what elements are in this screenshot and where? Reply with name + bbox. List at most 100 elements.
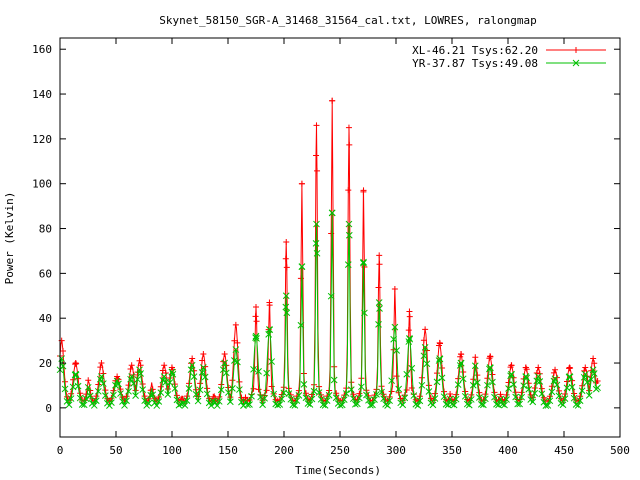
data-point [67,395,75,402]
data-point [388,388,395,395]
data-point [487,353,494,360]
data-point [518,393,526,401]
x-axis: 0 50 100 150 200 250 300 350 400 450 500 [57,38,630,457]
data-point [134,376,141,383]
data-point [188,361,196,369]
data-point [266,326,274,334]
x-tick-label: 100 [162,444,182,457]
data-point [459,375,467,383]
data-point [540,398,548,406]
data-point [570,394,578,402]
data-point [376,252,383,259]
data-point [102,392,109,399]
y-axis: 0 20 40 60 80 100 120 140 160 [32,43,620,415]
data-point [164,386,171,393]
data-point [467,396,475,403]
data-point [583,378,591,386]
data-point [329,97,336,104]
data-point [234,339,241,346]
data-point [136,366,143,374]
data-point [395,385,403,393]
data-point [582,364,589,371]
data-point [155,398,163,405]
data-point [433,370,440,377]
data-point [371,396,378,404]
data-point [561,395,569,402]
data-point [274,401,282,409]
data-point [548,388,556,396]
data-point [489,378,496,386]
data-point [497,395,504,403]
data-point [198,369,206,376]
data-point [375,321,382,328]
data-point [594,384,601,392]
data-point [183,397,191,404]
data-point [145,400,153,407]
data-point [164,391,172,398]
data-point [252,332,260,340]
data-point [375,299,383,306]
data-point [390,335,398,343]
data-point [141,393,148,400]
data-point [388,377,395,385]
legend-marker [572,59,580,67]
data-point [512,393,519,401]
data-point [516,400,524,408]
data-point [345,220,353,228]
data-point [119,398,126,405]
data-point [147,391,155,399]
data-point [263,387,270,394]
series-1 [56,209,601,409]
data-point [266,302,273,309]
data-point [221,351,228,358]
data-point [562,390,569,397]
data-point [401,394,409,402]
data-point [429,401,437,409]
data-point [534,373,542,380]
data-point [157,383,164,390]
data-point [351,400,359,408]
data-point [125,382,132,389]
data-point [338,401,346,409]
data-point [161,362,168,369]
data-point [123,393,130,400]
data-point [493,400,500,408]
data-point [438,374,446,382]
data-point [376,305,383,312]
data-point [200,364,207,371]
data-point [268,383,275,390]
data-point [253,303,259,310]
data-point [349,395,357,403]
data-point [458,351,465,358]
y-tick-label: 140 [32,88,52,101]
data-point [472,354,479,361]
data-point [248,392,255,400]
data-point [336,402,344,409]
data-point [169,370,177,378]
data-point [236,386,243,393]
data-point [308,395,316,403]
x-tick-label: 500 [610,444,630,457]
data-point [346,141,353,148]
data-point [420,337,427,344]
data-point [215,398,223,405]
data-point [136,357,143,364]
data-point [421,343,429,351]
chart-title: Skynet_58150_SGR-A_31468_31564_cal.txt, … [159,14,537,27]
data-point [92,397,100,405]
data-point [474,372,481,379]
data-point [287,395,295,403]
data-point [410,392,418,399]
y-tick-label: 60 [39,267,52,280]
data-point [278,395,286,403]
data-point [276,401,284,408]
x-tick-label: 250 [330,444,350,457]
data-point [414,402,422,409]
data-point [542,402,550,409]
data-point [232,321,239,328]
data-point [95,381,102,388]
data-point [553,374,560,381]
data-point [293,397,301,405]
data-point [188,360,195,367]
